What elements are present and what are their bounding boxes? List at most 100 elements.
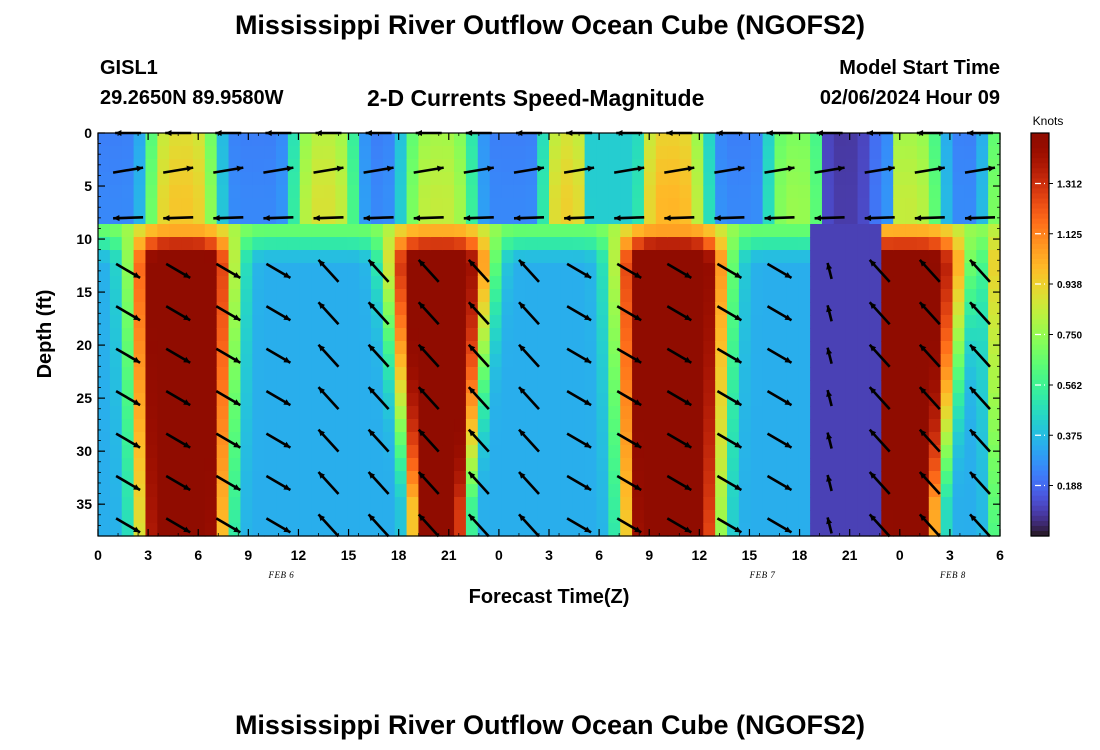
heat-cell <box>489 250 503 264</box>
heat-cell <box>169 172 182 186</box>
heat-cell <box>98 471 111 485</box>
heat-cell <box>394 367 408 381</box>
heat-cell <box>347 237 360 251</box>
heat-cell <box>632 510 645 524</box>
heat-cell <box>204 224 218 238</box>
heat-cell <box>857 276 871 290</box>
heat-cell <box>916 406 930 420</box>
heat-cell <box>988 419 1001 433</box>
heat-cell <box>287 406 301 420</box>
heat-cell <box>833 146 847 160</box>
heat-cell <box>608 341 621 355</box>
heat-cell <box>347 146 360 160</box>
heat-cell <box>406 133 420 147</box>
heat-cell <box>596 471 609 485</box>
heat-cell <box>347 393 360 407</box>
heat-cell <box>359 276 372 290</box>
heat-cell <box>952 328 965 342</box>
heat-cell <box>299 237 313 251</box>
heat-cell <box>620 133 633 147</box>
heat-cell <box>394 471 408 485</box>
heat-cell <box>952 406 965 420</box>
heat-cell <box>525 328 538 342</box>
heat-cell <box>667 289 681 303</box>
heat-cell <box>596 302 609 316</box>
heat-cell <box>252 146 265 160</box>
current-arrow <box>868 343 891 368</box>
heat-cell <box>620 185 633 199</box>
heat-cell <box>204 211 218 225</box>
heat-cell <box>845 302 859 316</box>
heat-cell <box>988 510 1001 524</box>
heat-cell <box>359 367 372 381</box>
current-arrow <box>969 301 991 326</box>
current-arrow <box>826 432 833 449</box>
heat-cell <box>382 185 396 199</box>
heat-cell <box>501 315 514 329</box>
heat-cell <box>169 406 182 420</box>
heat-cell <box>513 419 526 433</box>
heat-cell <box>964 354 977 368</box>
heat-cell <box>940 224 954 238</box>
heat-cell <box>608 393 621 407</box>
heat-cell <box>228 198 242 212</box>
heat-cell <box>525 250 538 264</box>
heat-cell <box>311 289 325 303</box>
heat-cell <box>703 484 716 498</box>
heat-cell <box>869 354 882 368</box>
current-arrow <box>363 165 394 174</box>
heat-cell <box>430 523 443 537</box>
heat-cell <box>643 198 657 212</box>
heat-cell <box>228 237 242 251</box>
heat-cell <box>406 198 420 212</box>
heat-cell <box>786 146 799 160</box>
y-tick-label: 20 <box>76 337 92 353</box>
heat-cell <box>596 419 609 433</box>
heat-cell <box>501 133 514 147</box>
current-arrow <box>766 474 793 492</box>
heat-cell <box>679 419 693 433</box>
current-arrow <box>518 513 540 538</box>
heat-cell <box>584 367 598 381</box>
heat-cell <box>643 185 657 199</box>
heat-cell <box>905 302 918 316</box>
heat-cell <box>655 302 669 316</box>
heat-cell <box>667 146 681 160</box>
heat-cell <box>513 224 526 238</box>
heat-cell <box>715 380 728 394</box>
heat-cell <box>347 484 360 498</box>
heat-cell <box>347 471 360 485</box>
heat-cell <box>465 393 479 407</box>
heat-cell <box>643 523 657 537</box>
heat-cell <box>857 497 871 511</box>
heat-cell <box>679 341 693 355</box>
heat-cell <box>881 393 894 407</box>
heat-cell <box>264 289 277 303</box>
heat-cell <box>370 276 384 290</box>
heat-cell <box>857 250 871 264</box>
x-tick-label: 18 <box>391 547 407 563</box>
current-arrow <box>764 215 795 222</box>
heat-cell <box>560 497 574 511</box>
heat-cell <box>845 198 859 212</box>
heat-cell <box>406 406 420 420</box>
heat-cell <box>430 237 443 251</box>
heat-cell <box>513 406 526 420</box>
heat-cell <box>916 419 930 433</box>
heat-cell <box>477 315 491 329</box>
heat-cell <box>133 276 147 290</box>
heat-cell <box>335 419 348 433</box>
heat-cell <box>406 497 420 511</box>
heat-cell <box>145 393 158 407</box>
heat-cell <box>940 510 954 524</box>
heat-cell <box>928 471 942 485</box>
heat-cell <box>323 341 336 355</box>
heat-cell <box>335 263 348 277</box>
heat-cell <box>762 172 776 186</box>
heat-cell <box>323 133 336 147</box>
current-arrow <box>215 305 241 322</box>
heat-cell <box>608 406 621 420</box>
heat-cell <box>620 276 633 290</box>
heat-cell <box>905 354 918 368</box>
heat-cell <box>501 354 514 368</box>
